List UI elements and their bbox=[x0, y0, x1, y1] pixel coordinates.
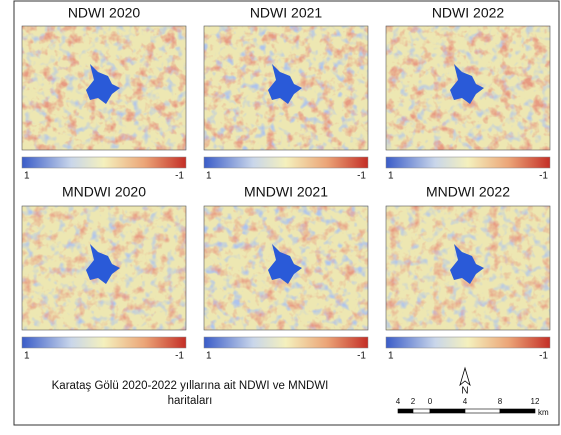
panel-title: NDWI 2020 bbox=[68, 5, 141, 21]
colorbar bbox=[204, 337, 368, 348]
panel-title: MNDWI 2020 bbox=[62, 184, 146, 200]
legend-max: -1 bbox=[175, 351, 184, 362]
figure: NDWI 2020 1 -1 NDWI 2021 1 -1 NDWI 2022 1 -1 MNDW… bbox=[0, 0, 561, 435]
scale-seg bbox=[430, 409, 465, 413]
scale-label: 0 bbox=[428, 397, 433, 406]
colorbar bbox=[22, 157, 186, 168]
legend-max: -1 bbox=[175, 171, 184, 182]
scale-label: 4 bbox=[463, 397, 468, 406]
legend-min: 1 bbox=[24, 351, 30, 362]
legend-min: 1 bbox=[24, 171, 30, 182]
scale-seg bbox=[500, 409, 535, 413]
colorbar bbox=[386, 337, 550, 348]
scale-seg bbox=[465, 409, 500, 413]
legend-min: 1 bbox=[388, 351, 394, 362]
panel-title: MNDWI 2021 bbox=[244, 184, 328, 200]
panel-title: MNDWI 2022 bbox=[426, 184, 510, 200]
legend-max: -1 bbox=[539, 171, 548, 182]
scale-seg bbox=[398, 409, 413, 413]
legend-min: 1 bbox=[388, 171, 394, 182]
scale-label: 8 bbox=[498, 397, 503, 406]
caption: Karataş Gölü 2020-2022 yıllarına ait NDW… bbox=[52, 380, 329, 392]
scale-unit: km bbox=[538, 408, 549, 417]
colorbar bbox=[386, 157, 550, 168]
caption: haritaları bbox=[168, 395, 213, 407]
legend-max: -1 bbox=[357, 351, 366, 362]
legend-min: 1 bbox=[206, 171, 212, 182]
panel-title: NDWI 2021 bbox=[250, 5, 323, 21]
legend-max: -1 bbox=[357, 171, 366, 182]
colorbar bbox=[22, 337, 186, 348]
scale-label: 4 bbox=[396, 397, 401, 406]
scale-label: 12 bbox=[531, 397, 540, 406]
north-label: N bbox=[461, 386, 468, 397]
north-arrow bbox=[460, 368, 470, 385]
scale-label: 2 bbox=[411, 397, 416, 406]
scale-seg bbox=[413, 409, 430, 413]
panel-title: NDWI 2022 bbox=[432, 5, 505, 21]
legend-min: 1 bbox=[206, 351, 212, 362]
legend-max: -1 bbox=[539, 351, 548, 362]
colorbar bbox=[204, 157, 368, 168]
